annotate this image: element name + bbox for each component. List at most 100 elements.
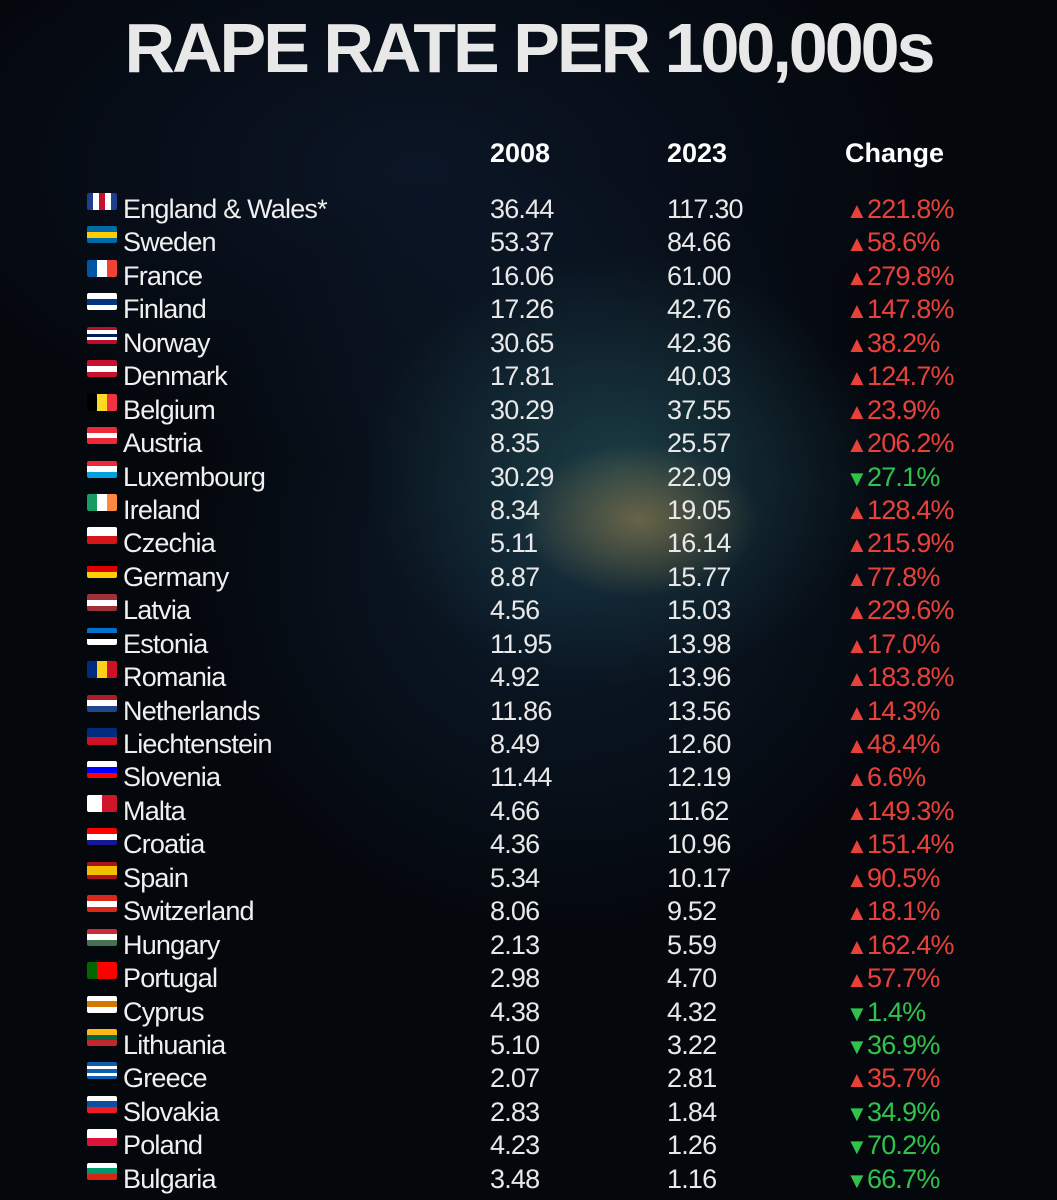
country-name: Ireland: [123, 494, 201, 525]
value-2023: 25.57: [667, 428, 731, 459]
change-value: ▲23.9%: [846, 394, 940, 428]
up-arrow-icon: ▲: [846, 632, 868, 658]
change-percent: 66.7%: [866, 1163, 940, 1194]
table-row: France 16.06 61.00 ▲279.8%: [0, 259, 1057, 293]
up-arrow-icon: ▲: [846, 799, 868, 825]
table-row: Denmark 17.81 40.03 ▲124.7%: [0, 360, 1057, 393]
flag-icon: [87, 427, 117, 445]
down-arrow-icon: ▼: [846, 1167, 868, 1193]
up-arrow-icon: ▲: [846, 264, 868, 290]
flag-icon: [87, 861, 117, 879]
change-value: ▲38.2%: [846, 327, 940, 361]
value-2023: 16.14: [667, 528, 731, 559]
value-2008: 16.06: [490, 260, 554, 291]
country-name: Romania: [123, 662, 226, 693]
change-value: ▲215.9%: [846, 527, 955, 561]
flag-icon: [87, 193, 117, 210]
value-2023: 1.84: [667, 1096, 717, 1127]
change-percent: 48.4%: [866, 729, 940, 759]
country-name: Slovenia: [123, 762, 221, 793]
country-name: France: [123, 260, 203, 291]
change-value: ▲90.5%: [846, 862, 940, 896]
country-name: Croatia: [123, 829, 205, 860]
value-2008: 53.37: [490, 227, 554, 258]
flag-icon: [87, 226, 117, 244]
change-percent: 23.9%: [866, 394, 940, 425]
value-2008: 2.98: [490, 963, 540, 994]
up-arrow-icon: ▲: [846, 498, 868, 524]
value-2008: 4.23: [490, 1130, 540, 1161]
table-row: Netherlands 11.86 13.56 ▲14.3%: [0, 694, 1057, 728]
country-name: Portugal: [123, 963, 218, 994]
flag-icon: [87, 493, 117, 511]
change-percent: 215.9%: [866, 528, 955, 559]
change-percent: 57.7%: [866, 963, 940, 994]
change-value: ▼34.9%: [846, 1096, 940, 1130]
table-row: Norway 30.65 42.36 ▲38.2%: [0, 326, 1057, 361]
country-name: Lithuania: [123, 1029, 226, 1060]
value-2023: 12.19: [667, 762, 731, 793]
change-percent: 206.2%: [866, 428, 955, 459]
value-2023: 15.03: [667, 595, 731, 626]
flag-icon: [87, 627, 117, 645]
value-2023: 5.59: [667, 929, 717, 960]
value-2023: 10.96: [667, 829, 731, 860]
value-2023: 19.05: [667, 494, 731, 525]
value-2023: 61.00: [667, 260, 731, 291]
change-value: ▲17.0%: [846, 628, 940, 662]
country-name: Sweden: [123, 227, 217, 258]
change-value: ▲149.3%: [846, 795, 955, 829]
value-2023: 2.81: [667, 1063, 717, 1094]
table-row: Germany 8.87 15.77 ▲77.8%: [0, 560, 1057, 594]
table-row: Czechia 5.11 16.14 ▲215.9%: [0, 527, 1057, 560]
flag-icon: [87, 1162, 117, 1180]
country-name: Germany: [123, 561, 229, 592]
value-2008: 17.26: [490, 294, 554, 325]
flag-icon: [87, 1062, 117, 1080]
table-row: Slovenia 11.44 12.19 ▲6.6%: [0, 761, 1057, 794]
value-2023: 15.77: [667, 561, 731, 592]
up-arrow-icon: ▲: [846, 532, 868, 558]
flag-icon: [87, 828, 117, 846]
value-2008: 8.34: [490, 494, 540, 525]
value-2008: 2.83: [490, 1096, 540, 1127]
value-2008: 30.29: [490, 461, 554, 492]
country-name: Belgium: [123, 394, 216, 425]
table-row: Belgium 30.29 37.55 ▲23.9%: [0, 393, 1057, 428]
change-percent: 221.8%: [866, 194, 955, 224]
flag-icon: [87, 694, 117, 712]
flag-icon: [87, 293, 117, 311]
page-title: RAPE RATE PER 100,000s: [124, 9, 935, 87]
value-2008: 4.92: [490, 662, 540, 693]
value-2023: 4.70: [667, 963, 717, 994]
value-2008: 2.07: [490, 1063, 540, 1094]
table-row: Cyprus 4.38 4.32 ▼1.4%: [0, 995, 1057, 1029]
data-table: England & Wales* 36.44 117.30 ▲221.8% Sweden…: [0, 193, 1057, 1196]
change-value: ▲151.4%: [846, 828, 955, 862]
value-2008: 17.81: [490, 361, 554, 392]
change-percent: 128.4%: [866, 494, 955, 525]
value-2023: 10.17: [667, 862, 731, 893]
change-percent: 70.2%: [866, 1130, 940, 1161]
up-arrow-icon: ▲: [846, 766, 868, 792]
flag-icon: [87, 594, 117, 612]
change-percent: 58.6%: [866, 227, 940, 258]
change-percent: 149.3%: [866, 795, 955, 826]
change-percent: 147.8%: [866, 294, 955, 325]
value-2008: 8.49: [490, 729, 540, 759]
flag-icon: [87, 1028, 117, 1046]
change-percent: 124.7%: [866, 361, 955, 392]
change-percent: 229.6%: [866, 595, 955, 626]
value-2008: 3.48: [490, 1163, 540, 1194]
country-name: Liechtenstein: [123, 729, 273, 759]
value-2023: 3.22: [667, 1029, 717, 1060]
country-name: Cyprus: [123, 996, 205, 1027]
country-name: Latvia: [123, 595, 191, 626]
down-arrow-icon: ▼: [846, 1000, 868, 1026]
change-value: ▼66.7%: [846, 1163, 940, 1197]
country-name: Luxembourg: [123, 461, 266, 492]
table-row: Finland 17.26 42.76 ▲147.8%: [0, 293, 1057, 326]
table-row: Greece 2.07 2.81 ▲35.7%: [0, 1062, 1057, 1095]
table-row: Liechtenstein 8.49 12.60 ▲48.4%: [0, 728, 1057, 761]
flag-icon: [87, 360, 117, 378]
